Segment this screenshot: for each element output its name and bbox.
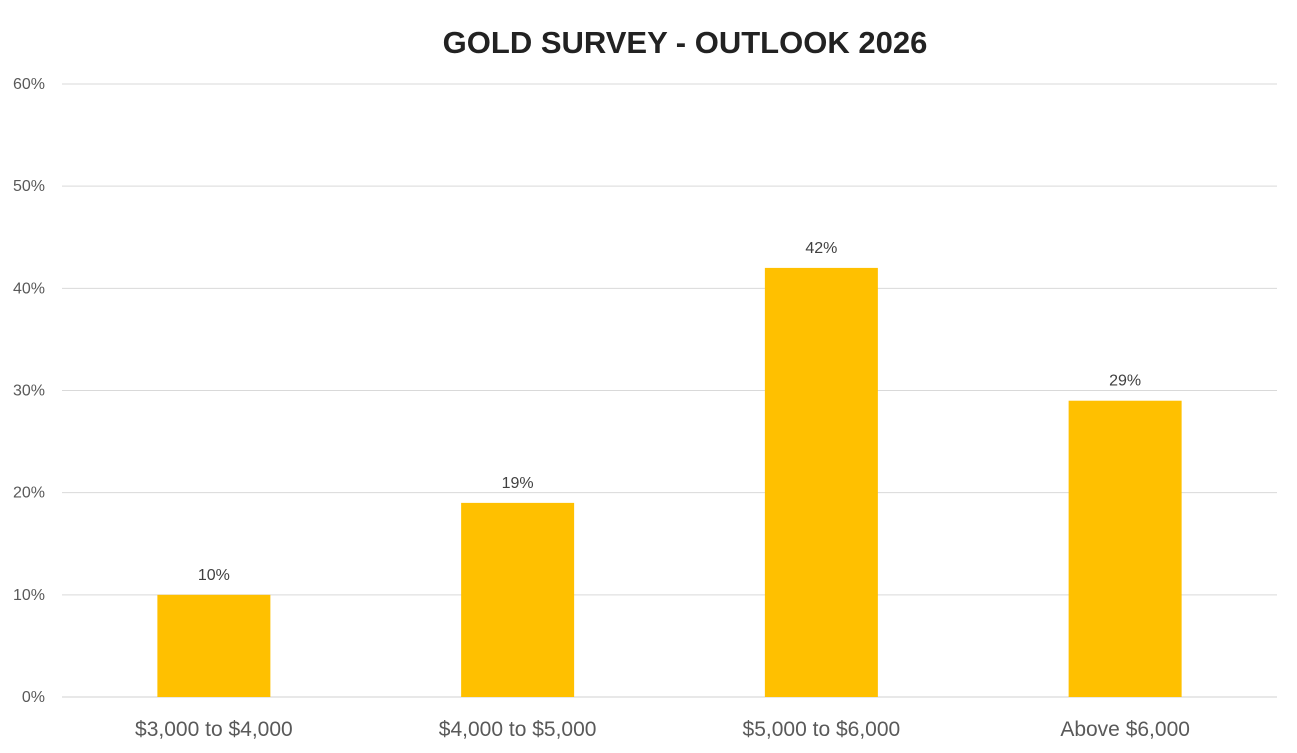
data-label: 42% bbox=[805, 240, 837, 257]
data-labels: 10% 19% 42% 29% bbox=[198, 240, 1141, 584]
x-axis-ticks: $3,000 to $4,000 $4,000 to $5,000 $5,000 t… bbox=[135, 718, 1190, 741]
data-label: 10% bbox=[198, 567, 230, 584]
x-tick-label: $4,000 to $5,000 bbox=[439, 718, 597, 741]
y-axis-ticks: 0% 10% 20% 30% 40% 50% 60% bbox=[13, 76, 45, 706]
bar bbox=[764, 267, 878, 697]
bar bbox=[157, 594, 271, 697]
x-tick-label: $3,000 to $4,000 bbox=[135, 718, 293, 741]
y-tick-label: 0% bbox=[22, 689, 45, 706]
data-label: 19% bbox=[502, 475, 534, 492]
y-tick-label: 10% bbox=[13, 587, 45, 604]
x-tick-label: Above $6,000 bbox=[1060, 718, 1190, 741]
y-tick-label: 30% bbox=[13, 383, 45, 400]
data-label: 29% bbox=[1109, 373, 1141, 390]
y-tick-label: 20% bbox=[13, 485, 45, 502]
chart-title: GOLD SURVEY - OUTLOOK 2026 bbox=[443, 25, 928, 60]
bar bbox=[461, 502, 575, 697]
bars bbox=[157, 267, 1182, 697]
x-tick-label: $5,000 to $6,000 bbox=[743, 718, 901, 741]
y-tick-label: 40% bbox=[13, 280, 45, 297]
bar bbox=[1068, 400, 1182, 697]
y-tick-label: 60% bbox=[13, 76, 45, 93]
y-tick-label: 50% bbox=[13, 178, 45, 195]
